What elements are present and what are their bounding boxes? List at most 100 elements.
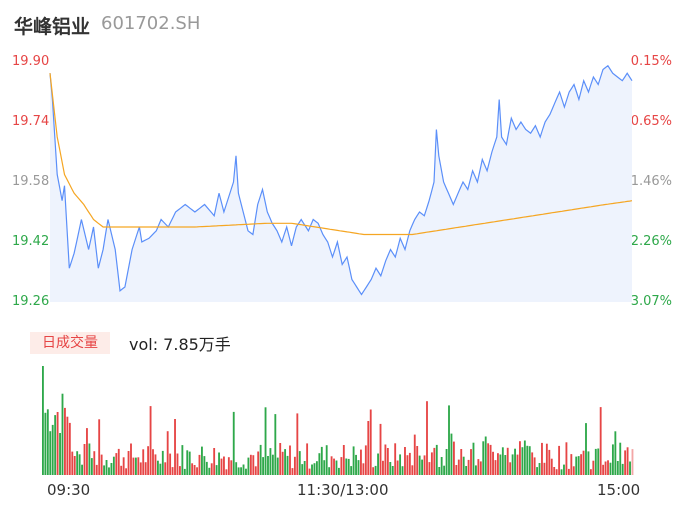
volume-bar [406,455,409,475]
volume-bar [607,460,609,475]
volume-bar [614,431,617,475]
volume-bar [350,466,353,475]
volume-bar [386,448,389,475]
volume-bar [130,443,132,475]
volume-bar [516,454,519,475]
time-tick-midday: 11:30/13:00 [297,481,389,499]
volume-bar [205,461,208,475]
volume-bar [252,455,255,475]
volume-bar [435,444,438,475]
volume-bar [178,466,181,475]
volume-bar [122,457,125,475]
volume-bar [188,451,191,475]
volume-bar [318,453,321,475]
volume-bar [262,457,265,475]
volume-bar [494,460,497,475]
volume-bar [369,409,372,475]
volume-bar [61,393,64,475]
volume-bar [575,456,578,475]
volume-bar [46,409,49,475]
price-tick-3: 19.42 [12,234,50,249]
pct-tick-4: -3.07% [626,294,672,309]
volume-bar [86,428,88,475]
volume-bar [550,458,553,475]
volume-bar [619,442,622,475]
volume-bar [242,464,245,475]
volume-bar [629,461,631,475]
volume-bar [49,431,52,475]
volume-bar [281,451,284,475]
pct-tick-0: 0.15% [630,54,672,69]
volume-bar [506,447,509,475]
volume-bar [423,455,426,475]
volume-value: vol: 7.85万手 [129,335,231,354]
volume-bar [438,467,441,475]
volume-bar [580,454,583,475]
volume-bar [249,454,252,475]
volume-bar [421,459,424,475]
volume-bar [404,447,406,475]
volume-bar [533,457,536,475]
volume-bar [585,423,587,475]
volume-bar [315,461,318,475]
volume-bar [139,462,142,475]
volume-bar [254,466,257,475]
volume-bar [68,422,71,475]
volume-bar [501,447,504,475]
volume-bar [401,466,404,475]
volume-bar [462,456,465,475]
volume-bar [59,433,61,475]
volume-bar [384,444,387,475]
volume-bar [340,457,343,475]
pct-tick-3: -2.26% [626,234,672,249]
price-tick-2: 19.58 [12,174,50,189]
volume-bar [227,457,230,475]
volume-bar [472,442,475,475]
volume-bar [108,467,110,475]
volume-bar [311,464,313,475]
volume-bar [572,466,575,475]
volume-bar [203,456,206,475]
volume-bar [360,449,362,475]
volume-bar [303,461,306,475]
volume-bar [245,468,247,475]
volume-bar [191,463,194,475]
volume-bar [338,467,340,475]
volume-bar [391,466,394,475]
volume-bar [220,458,223,475]
volume-bar [83,444,86,475]
volume-bar [624,450,627,475]
volume-bar [210,463,213,475]
volume-bar [289,445,291,475]
volume-bar [457,459,460,475]
volume-bar [132,457,135,475]
volume-bar [611,444,614,475]
volume-bar [100,454,103,475]
volume-bar [448,405,450,475]
stock-name: 华峰铝业 [14,16,91,38]
volume-bar [66,416,69,475]
volume-bar [514,448,516,475]
volume-bar [479,461,482,475]
volume-bar [455,465,458,475]
volume-bar [399,454,402,475]
volume-bar [264,407,267,475]
volume-bar [499,454,502,475]
volume-bar [232,411,235,475]
volume-bar [626,447,629,475]
volume-bar [112,456,115,475]
volume-bar [73,456,76,475]
avg-price-line [49,73,633,236]
volume-bar [271,454,274,475]
volume-bar [171,467,174,475]
volume-bar [335,460,338,475]
volume-bar [355,454,357,475]
volume-bar [521,447,524,475]
volume-bar [115,453,118,475]
volume-bar [443,465,446,475]
volume-bar [56,412,59,475]
volume-bar [291,468,294,475]
volume-bar [621,463,624,475]
volume-bar [298,451,301,475]
